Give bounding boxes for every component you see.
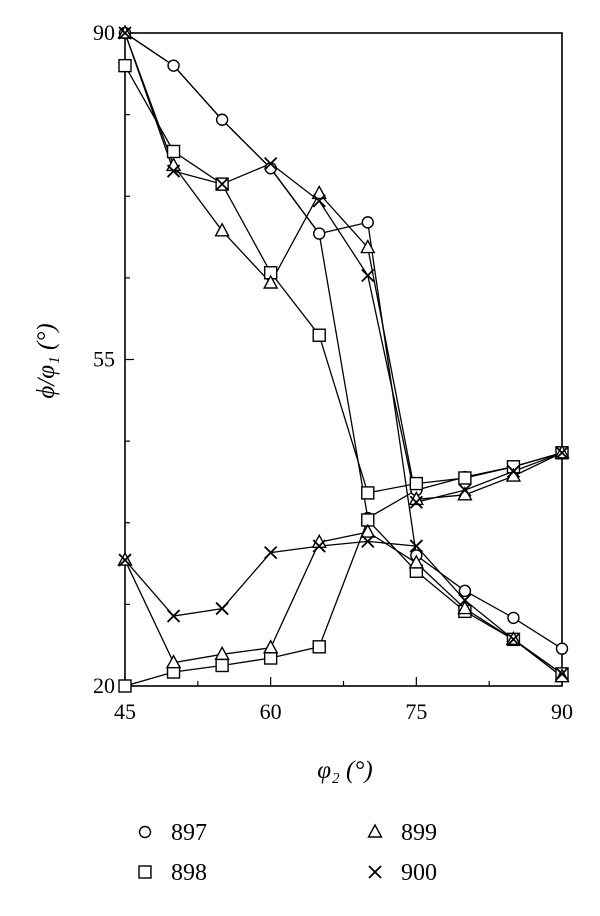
axis-ticks: 45 60 75 90 20 55 90 bbox=[93, 20, 573, 724]
y-tick-label: 90 bbox=[93, 20, 115, 45]
data-point bbox=[409, 476, 424, 491]
legend-item-898: 898 bbox=[138, 860, 207, 886]
series-897-lines bbox=[124, 32, 563, 650]
series-line bbox=[124, 32, 563, 501]
data-point bbox=[506, 464, 521, 479]
series-898-lines bbox=[124, 65, 563, 687]
data-point bbox=[458, 483, 472, 497]
series-line bbox=[124, 32, 563, 650]
data-point bbox=[554, 668, 570, 683]
legend-item-900: 900 bbox=[368, 860, 437, 886]
data-point bbox=[165, 156, 182, 172]
data-point bbox=[312, 194, 326, 208]
data-point bbox=[118, 679, 132, 693]
legend-marker bbox=[138, 865, 152, 879]
data-point bbox=[457, 600, 473, 615]
y-tick-label: 20 bbox=[93, 673, 115, 698]
data-point bbox=[264, 545, 278, 560]
x-tick-label: 45 bbox=[114, 699, 136, 724]
series-line bbox=[124, 531, 563, 678]
data-point bbox=[118, 26, 132, 40]
legend-item-897: 897 bbox=[138, 820, 207, 846]
series-899-lines bbox=[124, 32, 563, 678]
data-point bbox=[555, 642, 569, 655]
data-point bbox=[262, 274, 279, 289]
series-line bbox=[124, 65, 563, 494]
series-lines bbox=[124, 32, 563, 687]
data-point bbox=[312, 640, 326, 654]
plot-area bbox=[124, 32, 563, 687]
x-tick-label: 90 bbox=[551, 699, 573, 724]
data-point bbox=[166, 609, 181, 623]
data-point bbox=[507, 611, 520, 625]
data-point bbox=[215, 601, 229, 616]
data-point bbox=[167, 59, 180, 72]
data-point bbox=[264, 156, 278, 171]
series-line bbox=[124, 32, 563, 520]
series-line bbox=[124, 32, 563, 503]
data-point bbox=[458, 593, 472, 607]
legend-item-899: 899 bbox=[367, 820, 437, 846]
data-point bbox=[165, 654, 182, 669]
data-point bbox=[312, 328, 326, 342]
data-point bbox=[361, 486, 375, 500]
data-point bbox=[215, 113, 229, 126]
x-tick-label: 75 bbox=[405, 699, 427, 724]
data-point bbox=[360, 239, 376, 254]
series-900-lines bbox=[124, 32, 563, 675]
data-point bbox=[118, 553, 132, 567]
legend-marker bbox=[368, 865, 382, 879]
legend-marker bbox=[138, 825, 152, 839]
y-tick-label: 55 bbox=[93, 347, 115, 372]
data-point bbox=[506, 632, 521, 646]
data-point bbox=[458, 584, 472, 598]
x-axis-label: φ₂ (°) bbox=[317, 757, 372, 784]
data-point bbox=[409, 495, 423, 509]
data-point bbox=[313, 227, 326, 240]
data-point bbox=[409, 539, 423, 553]
legend-label: 900 bbox=[401, 860, 437, 886]
series-markers bbox=[117, 24, 570, 693]
legend-label: 898 bbox=[171, 860, 207, 886]
data-point bbox=[214, 645, 230, 660]
data-point bbox=[361, 268, 375, 283]
data-point bbox=[214, 222, 230, 237]
x-tick-label: 60 bbox=[260, 699, 282, 724]
data-point bbox=[262, 639, 279, 654]
data-point bbox=[311, 184, 327, 200]
y-axis-label: ϕ/φ₁ (°) bbox=[33, 323, 60, 398]
plot-frame bbox=[124, 32, 563, 687]
legend: 897 898 899 900 bbox=[138, 820, 437, 886]
legend-label: 897 bbox=[171, 820, 207, 846]
data-point bbox=[312, 539, 326, 553]
series-line bbox=[124, 540, 563, 675]
data-point bbox=[166, 144, 181, 159]
series-897-markers bbox=[118, 26, 569, 655]
data-point bbox=[360, 523, 376, 538]
data-point bbox=[215, 177, 229, 191]
data-point bbox=[166, 164, 181, 178]
data-point bbox=[361, 534, 375, 549]
data-point bbox=[555, 446, 569, 460]
data-point bbox=[118, 58, 132, 73]
data-point bbox=[408, 554, 425, 569]
series-line bbox=[124, 518, 563, 687]
data-point bbox=[555, 667, 569, 681]
data-point bbox=[215, 658, 229, 673]
legend-label: 899 bbox=[401, 820, 437, 846]
data-point bbox=[458, 471, 472, 485]
data-point bbox=[361, 216, 374, 229]
data-point bbox=[263, 651, 278, 665]
series-900-markers bbox=[118, 26, 569, 681]
legend-marker bbox=[367, 823, 383, 838]
